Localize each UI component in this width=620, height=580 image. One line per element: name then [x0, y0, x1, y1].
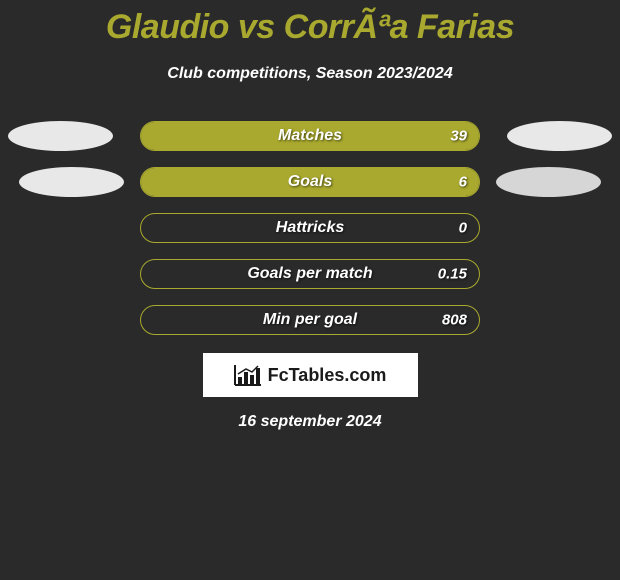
- stat-value: 6: [459, 174, 467, 191]
- logo-text: FcTables.com: [268, 365, 387, 386]
- stat-row-min-per-goal: Min per goal 808: [0, 305, 620, 335]
- stat-row-goals: Goals 6: [0, 167, 620, 197]
- stat-label: Goals: [288, 173, 332, 191]
- page-title: Glaudio vs CorrÃªa Farias: [0, 0, 620, 47]
- stat-bar: Hattricks 0: [140, 213, 480, 243]
- stat-row-matches: Matches 39: [0, 121, 620, 151]
- stat-value: 808: [442, 312, 467, 329]
- stats-area: Matches 39 Goals 6 Hattricks 0 Goals per…: [0, 121, 620, 335]
- stat-bar: Goals 6: [140, 167, 480, 197]
- stat-bar: Min per goal 808: [140, 305, 480, 335]
- stat-value: 0.15: [438, 266, 467, 283]
- stat-bar: Matches 39: [140, 121, 480, 151]
- stat-label: Goals per match: [247, 265, 372, 283]
- stat-label: Matches: [278, 127, 342, 145]
- stat-row-goals-per-match: Goals per match 0.15: [0, 259, 620, 289]
- stat-label: Hattricks: [276, 219, 344, 237]
- stat-value: 0: [459, 220, 467, 237]
- fctables-logo[interactable]: FcTables.com: [203, 353, 418, 397]
- stat-bar: Goals per match 0.15: [140, 259, 480, 289]
- subtitle: Club competitions, Season 2023/2024: [0, 65, 620, 83]
- date-text: 16 september 2024: [0, 413, 620, 431]
- stat-row-hattricks: Hattricks 0: [0, 213, 620, 243]
- stat-label: Min per goal: [263, 311, 357, 329]
- bar-chart-icon: [234, 364, 262, 386]
- stat-value: 39: [450, 128, 467, 145]
